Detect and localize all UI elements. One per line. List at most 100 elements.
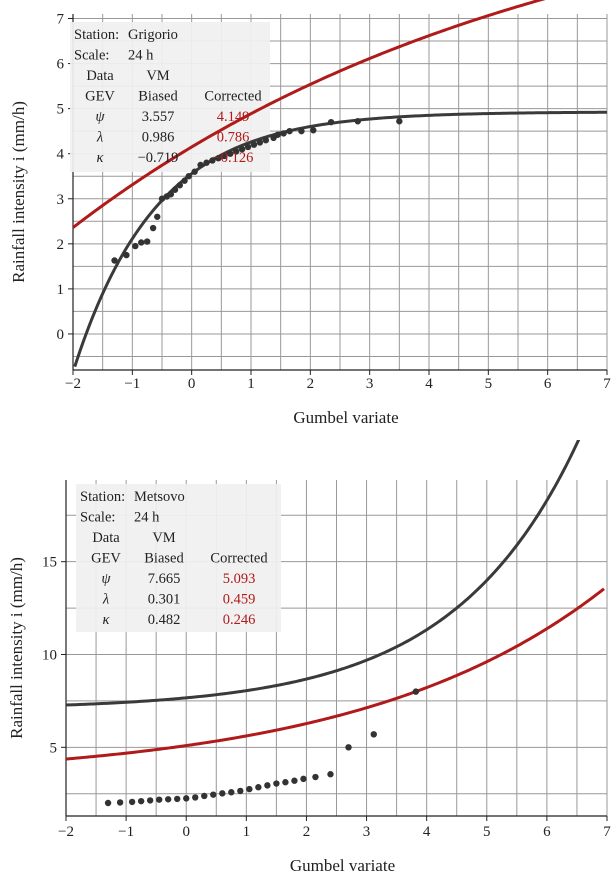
data-point xyxy=(244,143,252,151)
info-table-cell: −0.719 xyxy=(138,150,179,166)
x-tick-label: −2 xyxy=(58,824,74,840)
data-point xyxy=(183,795,190,802)
chart-grigorio: −2 −1 0 1 2 3 4 5 6 7 0 1 2 3 4 5 6 7 Gumbel variate Rainfa… xyxy=(9,0,611,427)
info-table-cell: Scale: xyxy=(74,48,109,64)
data-point xyxy=(256,139,264,146)
y-tick-label: 0 xyxy=(57,327,65,343)
x-tick-label: 1 xyxy=(247,376,255,392)
data-point xyxy=(219,790,226,797)
x-tick-label: −1 xyxy=(124,376,140,392)
info-table-cell: κ xyxy=(103,612,111,628)
data-point xyxy=(155,796,163,803)
info-table-cell: ψ xyxy=(101,571,111,587)
data-point xyxy=(370,731,377,738)
data-point xyxy=(250,141,258,148)
data-point xyxy=(146,797,154,804)
data-point xyxy=(143,238,151,245)
data-point xyxy=(203,159,210,166)
info-table-cell: Station: xyxy=(74,27,119,43)
x-tick-label: 0 xyxy=(188,376,196,392)
data-point xyxy=(345,744,352,751)
data-point xyxy=(227,150,234,157)
chart-metsovo: −2 −1 0 1 2 3 4 5 6 7 5 10 15 Gumbel variate Rainfall … xyxy=(7,440,611,875)
data-point xyxy=(238,145,246,153)
info-table-cell: GEV xyxy=(91,551,121,567)
data-point xyxy=(210,791,217,798)
data-point xyxy=(221,152,228,160)
info-table-cell: 24 h xyxy=(128,48,154,64)
y-tick-label: 15 xyxy=(42,555,57,571)
info-table-cell: 0.246 xyxy=(223,612,256,628)
data-point xyxy=(215,155,222,162)
series-line-corrected xyxy=(65,587,605,761)
info-table-cell: 7.665 xyxy=(148,571,181,587)
data-point xyxy=(282,779,289,786)
info-table-cell: Scale: xyxy=(80,510,115,526)
x-tick-label: −1 xyxy=(118,824,134,840)
x-tick-label: 1 xyxy=(243,824,251,840)
data-point xyxy=(116,799,124,806)
info-table-cell: Data xyxy=(86,68,114,84)
data-point xyxy=(312,773,319,781)
data-point xyxy=(171,186,179,193)
info-table-cell: Metsovo xyxy=(134,489,185,505)
info-table-cell: κ xyxy=(97,150,105,166)
series-line-corrected xyxy=(72,0,546,229)
data-point xyxy=(138,239,145,246)
info-table-cell: VM xyxy=(152,530,175,546)
x-tick-label: 4 xyxy=(425,376,433,392)
info-table-cell: Corrected xyxy=(204,89,262,105)
info-table-cell: Station: xyxy=(80,489,125,505)
y-axis-label: Rainfall intensity i (mm/h) xyxy=(9,101,28,283)
x-tick-label: 3 xyxy=(363,824,371,840)
x-tick-label: 6 xyxy=(543,824,551,840)
x-tick-label: 7 xyxy=(603,376,611,392)
x-tick-label: 2 xyxy=(307,376,315,392)
data-point xyxy=(274,131,281,138)
data-point xyxy=(396,118,403,125)
data-point xyxy=(300,775,307,783)
data-point xyxy=(286,127,293,135)
data-point xyxy=(137,797,145,805)
x-tick-label: 5 xyxy=(483,824,491,840)
y-tick-label: 4 xyxy=(57,147,65,163)
info-table-cell: Biased xyxy=(138,89,178,105)
data-point xyxy=(264,782,271,789)
x-axis-label: Gumbel variate xyxy=(293,408,398,427)
data-point xyxy=(111,257,118,264)
y-tick-label: 1 xyxy=(57,282,65,298)
y-tick-label: 5 xyxy=(57,102,65,118)
y-tick-label: 6 xyxy=(57,57,65,73)
y-tick-label: 3 xyxy=(57,192,65,208)
y-axis-label: Rainfall intensity i (mm/h) xyxy=(7,557,26,739)
data-point xyxy=(327,771,334,778)
data-point xyxy=(280,130,287,137)
data-point xyxy=(310,127,317,134)
info-table-cell: 0.301 xyxy=(148,592,181,608)
info-table-cell: 24 h xyxy=(134,510,160,526)
data-point xyxy=(185,173,192,180)
data-point xyxy=(298,127,305,135)
info-table-cell: GEV xyxy=(85,89,115,105)
y-tick-label: 10 xyxy=(42,647,57,663)
data-points xyxy=(104,688,420,807)
data-point xyxy=(192,794,199,801)
data-point xyxy=(149,224,157,232)
data-point xyxy=(291,777,298,784)
data-point xyxy=(154,213,161,220)
info-table-cell: Grigorio xyxy=(128,27,178,43)
x-tick-label: 7 xyxy=(603,824,611,840)
data-point xyxy=(327,118,335,126)
x-axis-label: Gumbel variate xyxy=(290,856,395,875)
data-point xyxy=(262,136,270,144)
data-point xyxy=(174,795,181,803)
series-line-biased xyxy=(65,440,581,707)
data-point xyxy=(167,191,175,198)
info-table-cell: 0.459 xyxy=(223,592,256,608)
info-table-cell: Data xyxy=(92,530,120,546)
info-table-cell: VM xyxy=(146,68,169,84)
x-tick-label: 0 xyxy=(182,824,190,840)
data-point xyxy=(176,182,183,189)
info-table-cell: 4.149 xyxy=(217,109,250,125)
